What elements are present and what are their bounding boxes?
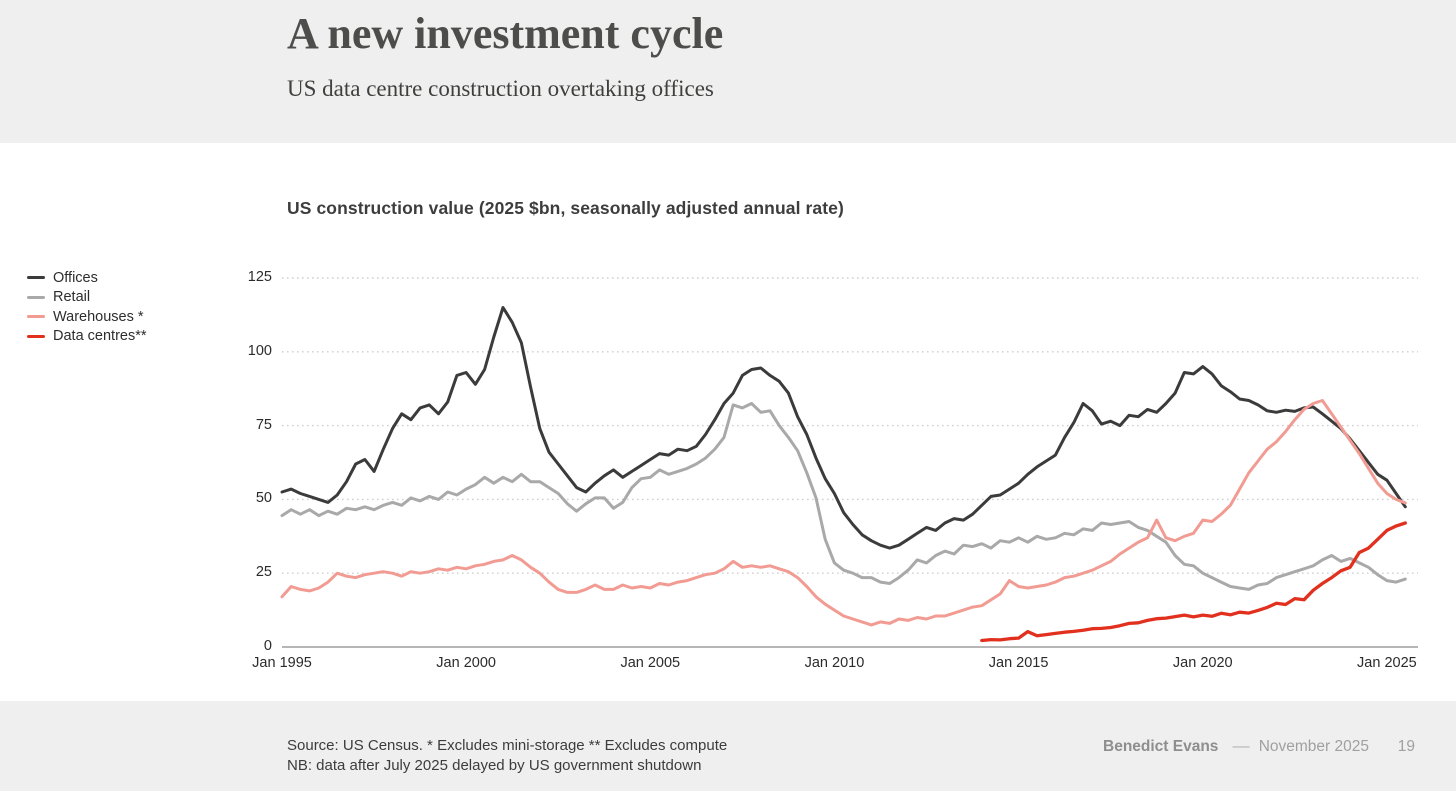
x-tick-label-2005: Jan 2005 (620, 655, 681, 671)
series-line-offices (280, 306, 1407, 550)
x-tick-label-2000: Jan 2000 (436, 655, 496, 671)
source-line-2: NB: data after July 2025 delayed by US g… (287, 756, 702, 774)
y-tick-label-0: 0 (263, 638, 272, 654)
legend-label-offices: Offices (53, 269, 98, 286)
y-tick-label-25: 25 (255, 564, 272, 581)
credit-date: November 2025 (1258, 738, 1369, 755)
y-tick-label-75: 75 (255, 416, 272, 433)
warehouses-line-swatch (27, 315, 45, 319)
series-line-warehouses (280, 399, 1407, 627)
x-tick-label-2015: Jan 2015 (988, 655, 1049, 671)
slide-subtitle: US data centre construction overtaking o… (287, 76, 714, 101)
chart-legend: Offices Retail Warehouses * Data centres… (27, 268, 147, 346)
legend-item-offices: Offices (27, 268, 147, 288)
x-tick-label-2020: Jan 2020 (1172, 655, 1233, 671)
author-credit: Benedict Evans –– November 2025 (1103, 738, 1369, 756)
legend-label-data-centres: Data centres** (53, 328, 147, 345)
x-tick-label-2025: Jan 2025 (1357, 655, 1417, 671)
data-centres-line-swatch (27, 334, 45, 338)
credit-dash: –– (1232, 738, 1250, 755)
header-band (0, 0, 1456, 143)
author-name: Benedict Evans (1103, 738, 1219, 755)
legend-label-retail: Retail (53, 289, 91, 306)
retail-line-swatch (27, 295, 45, 299)
legend-item-retail: Retail (27, 288, 147, 308)
legend-item-warehouses: Warehouses * (27, 307, 147, 327)
source-note: Source: US Census. * Excludes mini-stora… (287, 736, 727, 775)
chart-title: US construction value (2025 $bn, seasona… (287, 198, 844, 218)
slide-title: A new investment cycle (287, 9, 724, 58)
y-tick-label-50: 50 (255, 490, 272, 507)
legend-item-data-centres: Data centres** (27, 327, 147, 347)
x-tick-label-2010: Jan 2010 (804, 655, 865, 671)
y-tick-label-125: 125 (247, 269, 272, 285)
series-line-data-centres (980, 521, 1407, 643)
series-line-retail (280, 402, 1407, 591)
source-line-1: Source: US Census. * Excludes mini-stora… (287, 737, 728, 754)
page-number: 19 (1397, 738, 1415, 755)
x-tick-label-1995: Jan 1995 (252, 655, 312, 671)
footer-band (0, 701, 1456, 791)
legend-label-warehouses: Warehouses * (53, 308, 144, 325)
y-tick-label-100: 100 (247, 342, 272, 359)
offices-line-swatch (27, 276, 45, 280)
